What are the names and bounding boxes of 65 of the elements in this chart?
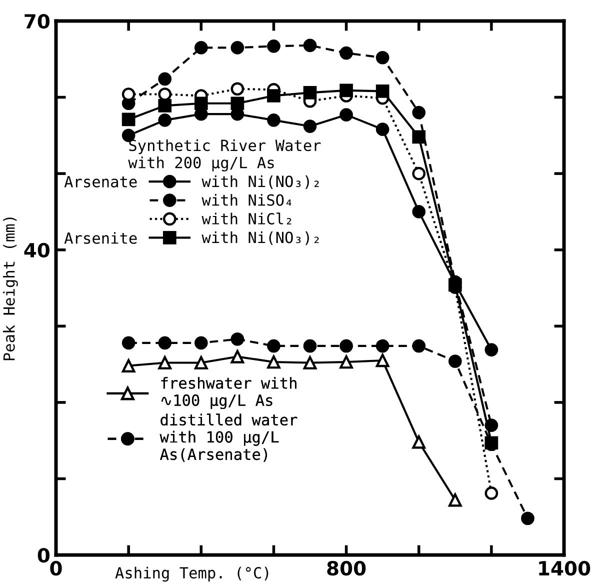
point xyxy=(267,89,280,102)
point xyxy=(194,41,208,54)
point xyxy=(303,120,317,133)
annotation: Arsenite xyxy=(64,232,137,244)
point xyxy=(122,336,136,350)
point xyxy=(267,114,280,127)
point xyxy=(448,493,462,507)
point xyxy=(158,88,172,101)
point xyxy=(376,50,390,64)
point xyxy=(412,339,426,353)
point xyxy=(303,339,317,353)
point xyxy=(412,166,426,180)
x-tick-label: 0 xyxy=(50,560,62,576)
point xyxy=(303,38,317,52)
point xyxy=(194,336,208,350)
point xyxy=(158,356,172,370)
point xyxy=(158,336,172,350)
point xyxy=(230,350,244,364)
point xyxy=(267,339,280,353)
point xyxy=(158,72,172,86)
legend-label: with NiSO₄ xyxy=(202,194,292,206)
y-tick-label: 40 xyxy=(24,242,50,258)
point xyxy=(230,332,244,346)
point xyxy=(412,130,426,144)
point xyxy=(340,108,353,122)
x-axis-title: Ashing Temp. (°C) xyxy=(115,566,268,582)
point xyxy=(448,354,462,368)
point xyxy=(158,99,172,112)
y-axis-title: Peak Height (mm) xyxy=(3,218,18,360)
point xyxy=(230,82,244,96)
y-tick-label: 0 xyxy=(38,548,50,563)
point xyxy=(340,339,353,353)
x-tick-label: 800 xyxy=(327,560,366,576)
point xyxy=(412,435,426,449)
x-tick-label: 1400 xyxy=(539,560,590,576)
y-tick-label: 70 xyxy=(24,14,50,29)
point xyxy=(194,96,208,110)
point xyxy=(122,359,136,372)
point xyxy=(340,46,353,60)
point xyxy=(267,355,280,369)
legend-label: with Ni(NO₃)₂ xyxy=(202,175,319,189)
legend-label: distilled water with 100 µg/L As(Arsenate) xyxy=(160,414,298,462)
point xyxy=(376,122,390,136)
legend-label: with NiCl₂ xyxy=(202,212,292,225)
point xyxy=(376,354,390,368)
point xyxy=(122,88,136,101)
point xyxy=(521,512,534,526)
point xyxy=(158,114,172,127)
point xyxy=(376,339,390,353)
point xyxy=(122,112,136,126)
point xyxy=(267,40,280,53)
point xyxy=(303,356,317,370)
point xyxy=(412,205,426,218)
point xyxy=(303,86,317,100)
point xyxy=(340,84,353,98)
point xyxy=(412,106,426,120)
point xyxy=(194,356,208,370)
annotation: Arsenate xyxy=(64,176,137,188)
legend-label: with Ni(NO₃)₂ xyxy=(202,231,319,246)
point xyxy=(340,355,353,369)
point xyxy=(376,84,390,98)
point xyxy=(230,41,244,54)
point xyxy=(484,486,498,500)
point xyxy=(230,96,244,110)
point xyxy=(484,343,498,356)
